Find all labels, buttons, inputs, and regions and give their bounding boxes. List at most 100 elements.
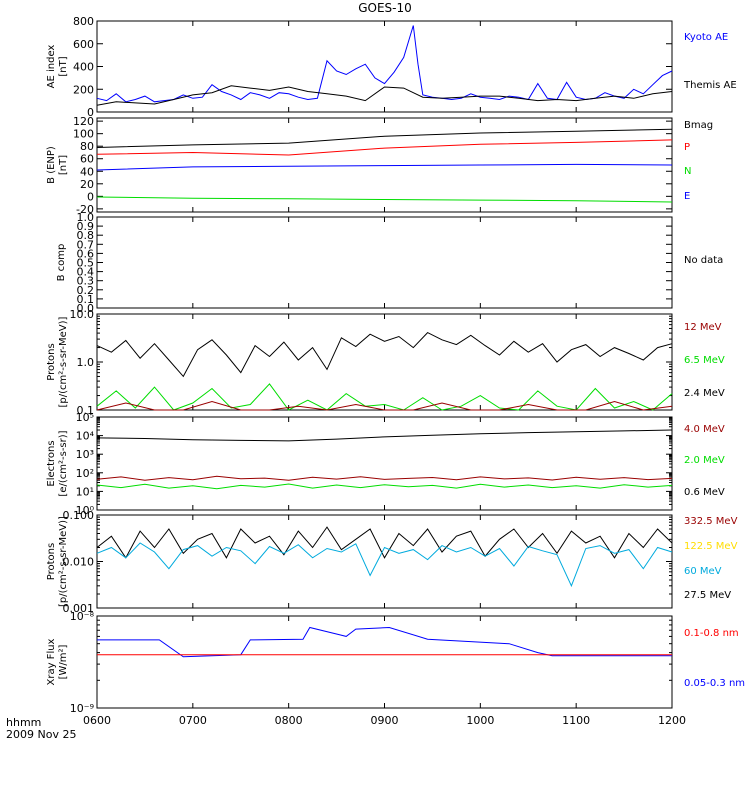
y-axis-label: Protons xyxy=(46,343,57,380)
panel-bcomp: 0.00.10.20.30.40.50.60.70.80.91.0 B comp N… xyxy=(56,211,723,315)
legend-entry: 27.5 MeV xyxy=(684,590,731,601)
y-tick-label: 400 xyxy=(73,61,94,74)
y-axis-label: Electrons xyxy=(46,440,57,486)
y-tick-label: 0.100 xyxy=(63,509,95,522)
y-tick-label: 20 xyxy=(80,178,94,191)
series-bmag xyxy=(96,128,673,148)
x-tick-label: 0600 xyxy=(83,714,111,727)
series-kyoto-ae xyxy=(96,25,673,103)
y-tick-label: 1.0 xyxy=(77,211,95,224)
legend-entry: 2.0 MeV xyxy=(684,455,725,466)
y-axis-label: [nT] xyxy=(58,56,69,76)
date-label: 2009 Nov 25 xyxy=(6,728,76,741)
y-tick-label: 120 xyxy=(73,115,94,128)
y-axis-label: B (ENP) xyxy=(46,146,57,184)
legend-entry: No data xyxy=(684,255,723,266)
series-0-6-mev xyxy=(96,429,673,442)
series-27-5-mev xyxy=(96,526,673,559)
legend-entry: E xyxy=(684,191,690,202)
y-tick-label: 10¹ xyxy=(76,485,94,498)
series-4-0-mev xyxy=(96,475,673,481)
panel-frame xyxy=(96,20,673,113)
y-tick-label: 0.010 xyxy=(63,556,95,569)
series-2-4-mev xyxy=(96,331,673,378)
x-tick-label: 1100 xyxy=(562,714,590,727)
y-tick-label: 0.1 xyxy=(77,293,95,306)
y-axis-label: AE index xyxy=(46,45,57,89)
legend-entry: P xyxy=(684,142,690,153)
legend-entry: 0.1-0.8 nm xyxy=(684,628,739,639)
y-axis-label: Protons xyxy=(46,543,57,580)
y-tick-label: 40 xyxy=(80,165,94,178)
panel-protons_high: 0.001 0.010 0.100 Protons [p/(cm²-s-sr-MeV)]… xyxy=(46,509,738,615)
y-tick-label: 60 xyxy=(80,153,94,166)
x-tick-label: 0800 xyxy=(275,714,303,727)
x-tick-label: 1000 xyxy=(466,714,494,727)
y-tick-label: 0.1 xyxy=(77,404,95,417)
legend-entry: N xyxy=(684,166,691,177)
legend-entry: 2.4 MeV xyxy=(684,388,725,399)
y-tick-label: 100 xyxy=(73,128,94,141)
y-axis-label: B comp xyxy=(56,244,67,282)
y-axis-label: [W/m²] xyxy=(58,644,69,679)
panel-frame xyxy=(96,615,673,709)
y-tick-label: 0.001 xyxy=(63,602,95,615)
y-tick-label: 600 xyxy=(73,38,94,51)
series-themis-ae xyxy=(96,85,673,106)
panel-frame xyxy=(96,313,673,411)
y-tick-label: 0 xyxy=(87,190,94,203)
series-12-mev xyxy=(96,400,673,411)
panel-protons_low: 0.1 1.0 10.0 Protons [p/(cm²-s-sr-MeV)] 12 Me… xyxy=(46,308,725,417)
panel-xray: 10⁻⁹ 10⁻⁸ Xray Flux [W/m²] 0.1-0.8 nm 0.05-0.… xyxy=(46,610,745,715)
legend-entry: Themis AE xyxy=(683,80,737,91)
legend-entry: 4.0 MeV xyxy=(684,424,725,435)
y-axis-label: [nT] xyxy=(58,155,69,175)
y-tick-label: 800 xyxy=(73,15,94,28)
figure-title: GOES-10 xyxy=(358,1,412,15)
y-tick-label: 10⁰ xyxy=(76,504,95,517)
panel-frame xyxy=(96,514,673,609)
legend-entry: 12 MeV xyxy=(684,322,722,333)
time-format-label: hhmm xyxy=(6,716,41,729)
y-tick-label: 10⁵ xyxy=(76,411,94,424)
y-tick-label: 1.0 xyxy=(77,356,95,369)
y-tick-label: 0.5 xyxy=(77,257,95,270)
panel-electrons: 10⁰ 10¹ 10² 10³ 10⁴ 10⁵ Electrons [e/(cm²-s-sr)… xyxy=(46,411,725,517)
legend-entry: Kyoto AE xyxy=(684,32,728,43)
y-tick-label: 10³ xyxy=(76,448,94,461)
y-tick-label: 200 xyxy=(73,83,94,96)
series-2-0-mev xyxy=(96,483,673,490)
y-tick-label: 0.6 xyxy=(77,247,95,260)
y-axis-label: [p/(cm²-s-sr-MeV)] xyxy=(58,316,69,407)
y-tick-label: 0.4 xyxy=(77,266,95,279)
y-axis-label: [p/(cm²-s-sr-MeV)] xyxy=(58,516,69,607)
x-tick-label: 0900 xyxy=(371,714,399,727)
y-tick-label: 10⁴ xyxy=(76,430,95,443)
y-tick-label: 10⁻⁸ xyxy=(70,610,95,623)
y-tick-label: 0.2 xyxy=(77,284,95,297)
y-tick-label: 0.7 xyxy=(77,238,95,251)
series-0-05-0-3-nm xyxy=(97,626,672,658)
y-tick-label: 10.0 xyxy=(70,308,95,321)
panel-frame xyxy=(96,216,673,309)
y-tick-label: 0.3 xyxy=(77,275,95,288)
legend-entry: 0.05-0.3 nm xyxy=(684,678,745,689)
x-tick-label: 0700 xyxy=(179,714,207,727)
series-n xyxy=(96,196,673,203)
legend-entry: 122.5 MeV xyxy=(684,541,738,552)
y-axis-label: Xray Flux xyxy=(46,638,57,685)
legend-entry: 6.5 MeV xyxy=(684,355,725,366)
panel-ae: 0 200 400 600 800 AE index [nT] Kyoto AE Themis … xyxy=(46,15,737,119)
legend-entry: Bmag xyxy=(684,120,713,131)
series-e xyxy=(96,163,673,171)
series-p xyxy=(96,139,673,156)
y-tick-label: -20 xyxy=(76,203,94,216)
y-tick-label: 0.8 xyxy=(77,229,95,242)
panel-frame xyxy=(96,416,673,511)
y-tick-label: 0.0 xyxy=(77,302,95,315)
y-tick-label: 10⁻⁹ xyxy=(70,702,94,715)
legend-entry: 60 MeV xyxy=(684,566,722,577)
legend-entry: 0.6 MeV xyxy=(684,487,725,498)
